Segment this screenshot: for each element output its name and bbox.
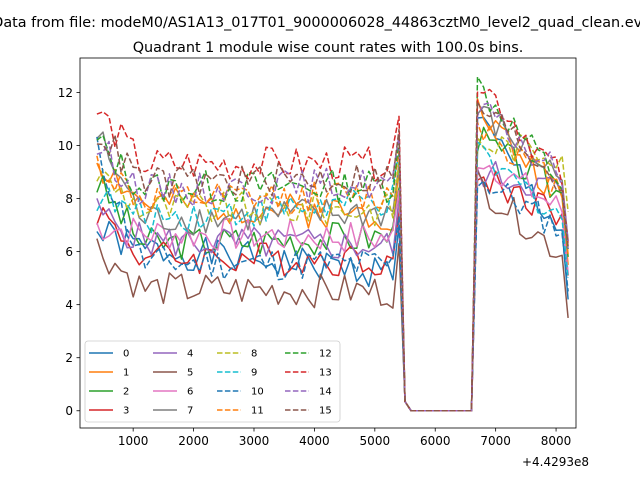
legend-label-3: 3 — [123, 406, 129, 417]
legend-label-4: 4 — [187, 349, 193, 360]
series-line-9 — [96, 141, 569, 412]
legend-label-14: 14 — [319, 387, 332, 398]
legend-label-2: 2 — [123, 387, 129, 398]
legend-label-0: 0 — [123, 349, 129, 360]
y-tick-label: 0 — [65, 404, 73, 418]
series-layer — [96, 76, 569, 412]
y-tick-label: 10 — [58, 139, 73, 153]
series-line-11 — [96, 121, 569, 412]
series-line-12 — [96, 76, 569, 412]
series-line-6 — [96, 164, 569, 412]
series-line-15 — [96, 101, 569, 412]
series-line-7 — [96, 105, 569, 412]
legend-label-6: 6 — [187, 387, 193, 398]
series-line-10 — [96, 136, 569, 412]
series-line-4 — [96, 160, 569, 412]
y-tick-label: 2 — [65, 351, 73, 365]
x-tick-label: 7000 — [480, 434, 511, 448]
x-offset-label: +4.4293e8 — [522, 455, 589, 469]
x-tick-label: 4000 — [299, 434, 330, 448]
figure-suptitle: Data from file: modeM0/AS1A13_017T01_900… — [0, 15, 640, 31]
legend-label-1: 1 — [123, 368, 129, 379]
y-tick-label: 12 — [58, 86, 73, 100]
series-line-8 — [96, 133, 569, 412]
x-tick-label: 6000 — [420, 434, 451, 448]
legend-label-7: 7 — [187, 406, 193, 417]
plot-frame — [79, 57, 577, 429]
series-line-2 — [96, 126, 569, 412]
legend-label-9: 9 — [251, 368, 257, 379]
x-tick-label: 1000 — [118, 434, 149, 448]
y-tick-label: 8 — [65, 192, 73, 206]
series-line-13 — [96, 88, 569, 412]
legend-label-13: 13 — [319, 368, 332, 379]
legend-label-15: 15 — [319, 406, 332, 417]
legend-label-10: 10 — [251, 387, 264, 398]
legend-label-11: 11 — [251, 406, 264, 417]
y-tick-label: 4 — [65, 298, 73, 312]
x-tick-label: 3000 — [239, 434, 270, 448]
chart-title: Quadrant 1 module wise count rates with … — [133, 40, 524, 56]
x-tick-label: 5000 — [360, 434, 391, 448]
legend-label-5: 5 — [187, 368, 193, 379]
y-tick-label: 6 — [65, 245, 73, 259]
series-line-5 — [96, 170, 569, 412]
legend-label-12: 12 — [319, 349, 332, 360]
legend-box — [84, 340, 341, 423]
x-tick-label: 2000 — [178, 434, 209, 448]
x-tick-label: 8000 — [541, 434, 572, 448]
axes-layer: 1000 2000 3000 4000 5000 6000 7000 800002468101… — [58, 86, 572, 448]
legend-label-8: 8 — [251, 349, 257, 360]
